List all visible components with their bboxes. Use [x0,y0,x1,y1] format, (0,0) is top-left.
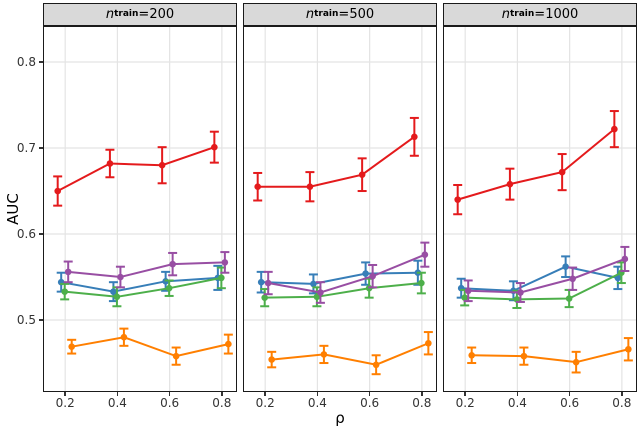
plot-panel [443,26,637,392]
x-tick-mark [168,392,171,396]
x-tick-mark [421,392,423,396]
x-tick-label: 0.6 [560,396,580,410]
series-orange [267,331,433,376]
x-tick-label: 0.8 [612,396,632,410]
x-tick-label: 0.2 [255,396,275,410]
facet-strip: n train = 500 [243,3,437,26]
facet-strip: n train = 1000 [443,3,637,26]
x-tick-mark [64,392,66,396]
series-red [53,130,219,207]
x-tick-label: 0.6 [160,396,180,410]
x-tick-label: 0.2 [55,396,75,410]
series-orange [467,337,633,374]
x-tick-label: 0.2 [455,396,475,410]
x-tick-label: 0.4 [507,396,527,410]
strip-label-var: n [501,7,510,22]
x-tick-mark [568,392,571,396]
y-tick-mark [39,61,43,63]
x-tick-label: 0.8 [412,396,432,410]
plot-panel [243,26,437,392]
x-tick-mark [516,392,519,396]
series-green [460,261,626,309]
x-tick-mark [368,392,371,396]
panel-canvas [443,26,637,392]
y-tick-label: 0.5 [16,313,36,328]
x-tick-mark [221,392,223,396]
x-axis-title: ρ [335,409,345,427]
series-purple [63,251,230,289]
facet-strip: n train = 200 [43,3,237,26]
x-tick-label: 0.8 [212,396,232,410]
strip-label-sub: train [114,9,139,19]
series-blue [456,255,623,302]
series-red [453,110,619,216]
x-tick-mark [316,392,319,396]
plot-panel [43,26,237,392]
panel-canvas [243,26,437,392]
x-tick-label: 0.6 [360,396,380,410]
strip-label-var: n [305,7,315,22]
y-tick-mark [39,233,43,235]
x-tick-mark [264,392,266,396]
strip-label-value: 200 [149,7,175,22]
x-tick-mark [116,392,119,396]
y-tick-mark [39,319,43,321]
strip-label-eq: = [338,7,350,22]
series-purple [463,245,630,303]
strip-label-value: 1000 [545,7,579,22]
strip-label-sub: train [509,9,535,19]
strip-label-value: 500 [349,7,375,22]
gridlines [243,26,437,392]
facet-ntrain-1000: n train = 1000 0.2 0.4 0.6 0.8 [443,0,637,431]
y-tick-label: 0.7 [16,141,36,156]
x-tick-label: 0.4 [307,396,327,410]
strip-label-var: n [105,7,115,22]
gridlines [43,26,237,392]
y-tick-mark [39,147,43,149]
series-orange [67,327,233,366]
series-red [253,116,419,203]
gridlines [443,26,637,392]
strip-label-sub: train [314,9,339,19]
x-tick-mark [464,392,466,396]
facet-ntrain-200: n train = 200 0.2 0.4 0.6 0.8 [43,0,237,431]
x-tick-label: 0.4 [107,396,127,410]
y-tick-label: 0.8 [16,55,36,70]
series-blue [56,264,223,303]
x-tick-mark [621,392,623,396]
facet-ntrain-500: n train = 500 0.2 0.4 0.6 0.8 [243,0,437,431]
series-green [60,266,226,308]
strip-label-eq: = [534,7,546,22]
series-purple [263,241,430,304]
strip-label-eq: = [138,7,150,22]
y-tick-label: 0.6 [16,227,36,242]
panel-canvas [43,26,237,392]
